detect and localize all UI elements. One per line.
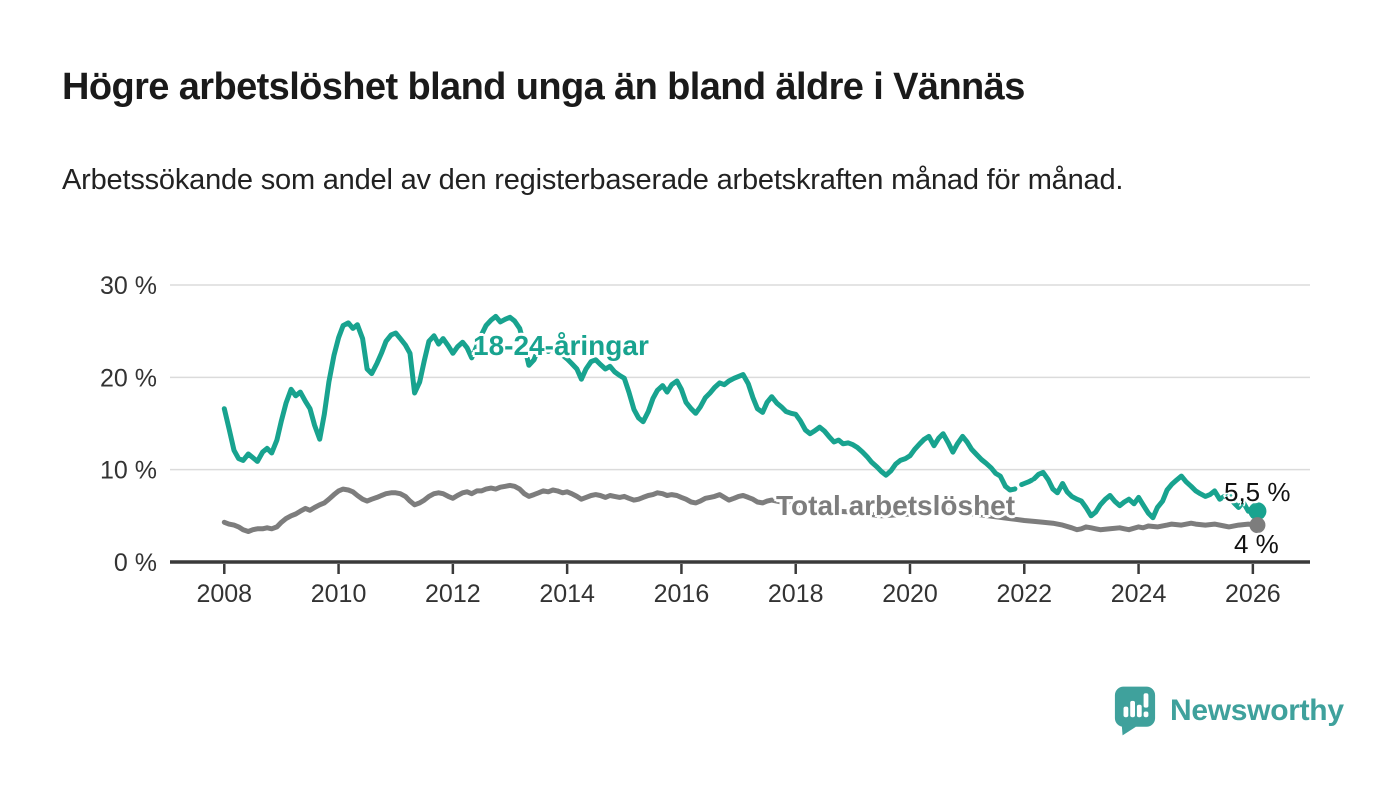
x-axis-tick-label: 2024	[1111, 580, 1167, 608]
end-value-label-total: 4 %	[1234, 529, 1279, 559]
series-line-0	[1031, 469, 1260, 521]
series-line-0	[1002, 476, 1037, 493]
x-axis-tick-label: 2022	[996, 580, 1052, 608]
newsworthy-logo[interactable]: Newsworthy	[1113, 684, 1344, 737]
series-line-0	[221, 313, 1008, 489]
x-axis-tick-label: 2026	[1225, 580, 1281, 608]
x-axis-tick-label: 2016	[654, 580, 710, 608]
y-axis-tick-label: 10 %	[100, 457, 157, 485]
newsworthy-logo-icon	[1114, 686, 1156, 736]
series-label-young: 18-24-åringar	[473, 330, 649, 361]
unemployment-line-chart: 0 % 10 % 20 % 30 % 2008 2010 2012 2014 2016 2018 2…	[100, 272, 1310, 608]
series-end-dot-1	[1249, 517, 1266, 534]
end-value-label-young: 5,5 %	[1224, 477, 1291, 507]
series-end-dot-0	[1248, 502, 1267, 521]
series-label-total: Total arbetslöshet	[776, 490, 1016, 521]
x-axis-tick-label: 2020	[882, 580, 938, 608]
x-axis-tick-label: 2010	[311, 580, 367, 608]
y-axis-tick-label: 20 %	[100, 364, 157, 392]
y-axis-tick-label: 30 %	[100, 272, 157, 300]
x-axis-tick-label: 2014	[539, 580, 595, 608]
page-title: Högre arbetslöshet bland unga än bland ä…	[62, 66, 1025, 108]
x-axis-tick-label: 2012	[425, 580, 481, 608]
newsworthy-logo-text: Newsworthy	[1170, 693, 1344, 727]
x-axis-tick-label: 2008	[196, 580, 252, 608]
series-line-1	[221, 482, 1260, 534]
chart-subtitle: Arbetssökande som andel av den registerb…	[62, 164, 1124, 196]
y-axis-tick-label: 0 %	[114, 549, 157, 577]
x-axis-tick-label: 2018	[768, 580, 824, 608]
